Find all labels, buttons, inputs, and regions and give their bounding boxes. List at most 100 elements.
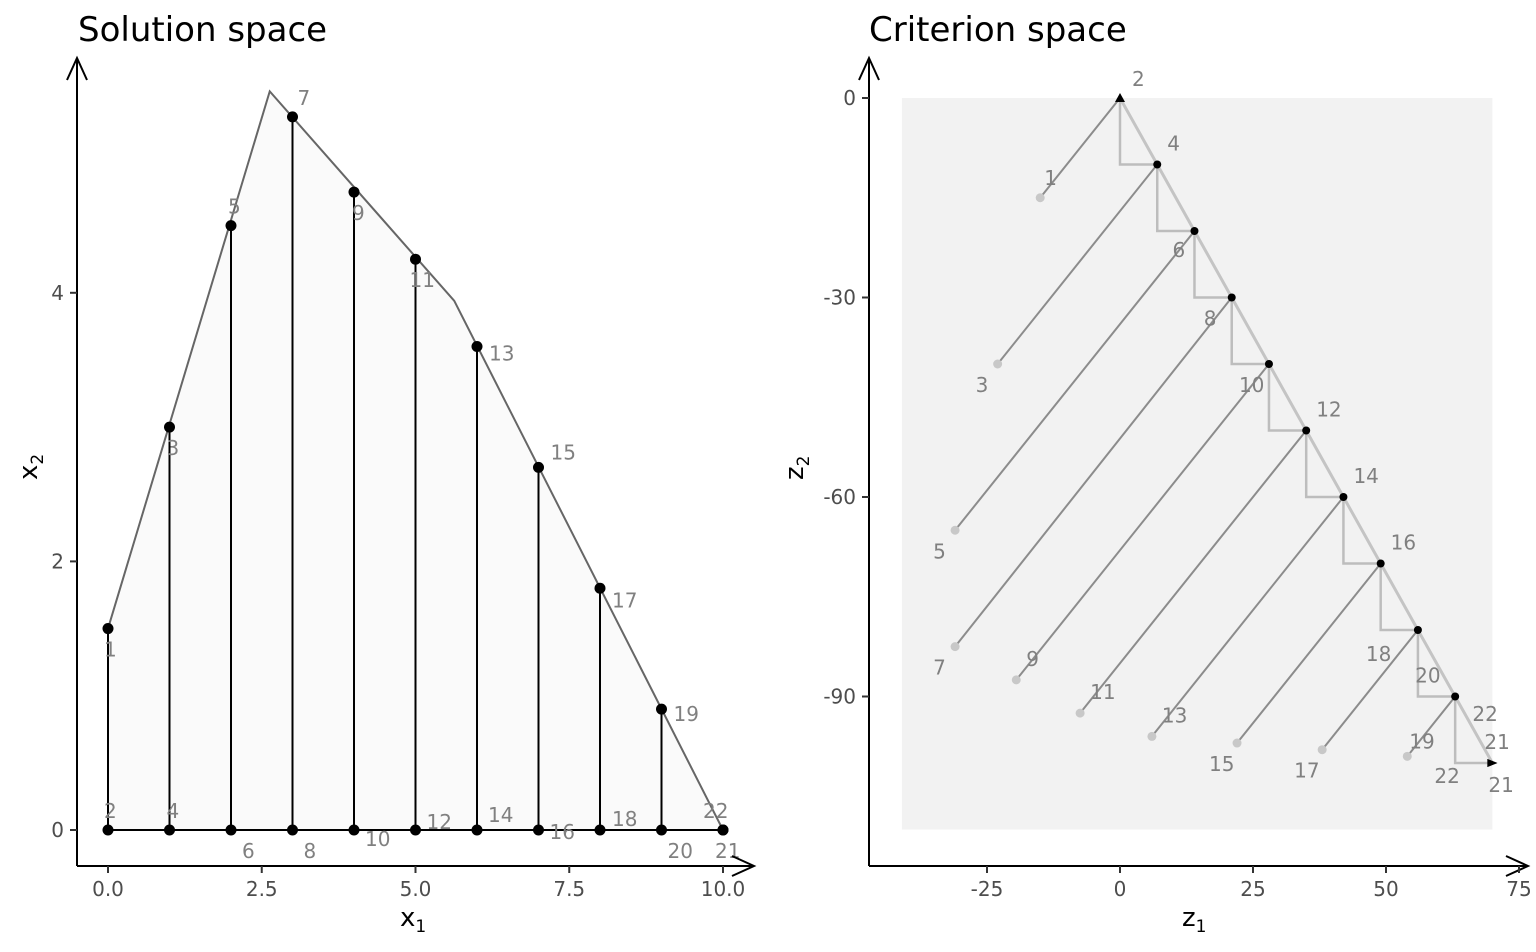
criterion-space-plot-area	[901, 93, 1498, 830]
solution-space-title: Solution space	[78, 10, 327, 50]
dominated-point-label: 1	[1044, 166, 1057, 190]
dominated-point	[993, 359, 1003, 369]
staircase-step	[1230, 297, 1269, 366]
criterion-space-y-label: z2	[780, 456, 814, 480]
frontier-point-label: 21	[1484, 730, 1509, 754]
dominance-connector	[1015, 363, 1270, 681]
dominated-point-label: 5	[933, 539, 946, 563]
criterion-space-title: Criterion space	[869, 10, 1127, 50]
solution-point	[533, 461, 544, 473]
staircase-step	[1379, 563, 1418, 632]
dominated-point-label: 9	[1026, 647, 1039, 671]
dominated-point-label: 17	[1294, 759, 1319, 783]
z1-tick-label: 75	[1506, 877, 1531, 901]
frontier-point	[1227, 293, 1236, 302]
x2-tick-label: 0	[51, 818, 64, 842]
dominated-point	[1035, 193, 1045, 203]
staircase-step	[1416, 630, 1456, 698]
solution-point	[471, 341, 483, 353]
x2-tick-label: 2	[51, 549, 64, 573]
solution-point-label: 11	[410, 268, 435, 292]
frontier-point-label: 12	[1316, 398, 1341, 422]
solution-point-label: 14	[488, 803, 513, 827]
solution-point-label: 5	[228, 195, 241, 219]
solution-point-label: 8	[304, 839, 317, 863]
x2-axis-arrowhead	[66, 55, 88, 81]
dominance-connector	[1039, 97, 1121, 199]
dominated-point-label: 7	[933, 656, 946, 680]
z2-tick-label: -60	[823, 485, 856, 509]
solution-point	[225, 220, 237, 232]
solution-point-label: 16	[550, 820, 575, 844]
x1-tick-label: 10.0	[701, 877, 746, 901]
solution-point	[717, 824, 729, 836]
dominated-point	[1402, 751, 1412, 761]
frontier-point-label: 4	[1167, 132, 1180, 156]
z1-tick-label: 50	[1373, 877, 1398, 901]
dominated-point	[1075, 708, 1085, 718]
frontier-point-label: 18	[1366, 642, 1391, 666]
staircase-step	[1193, 231, 1232, 299]
solution-point	[656, 824, 667, 836]
frontier-point	[1487, 759, 1498, 767]
dominance-connector	[954, 296, 1233, 648]
frontier-point	[1190, 227, 1199, 235]
solution-point-label: 9	[352, 201, 365, 225]
frontier-point-label: 22	[1434, 764, 1459, 788]
frontier-point	[1339, 493, 1348, 501]
solution-point-label: 2	[104, 799, 117, 823]
solution-point	[594, 824, 606, 836]
frontier-point-label: 8	[1204, 307, 1217, 331]
solution-point-label: 7	[298, 86, 311, 110]
solution-point	[164, 421, 175, 433]
solution-point-label: 12	[427, 810, 452, 834]
dominated-point-label: 13	[1162, 703, 1187, 727]
dominated-point	[1232, 738, 1242, 748]
criterion-space-x-label: z1	[1182, 903, 1206, 937]
solution-space-x-label: x1	[400, 903, 426, 937]
dominance-region-rect	[901, 98, 1493, 830]
solution-point-label: 13	[489, 342, 514, 366]
solution-point-label: 21	[715, 839, 740, 863]
solution-point	[164, 824, 175, 836]
solution-space-panel: Solution space 1234567891011121314151617…	[14, 10, 757, 937]
frontier-point-label: 21	[1488, 773, 1513, 797]
z1-tick-label: 25	[1240, 877, 1265, 901]
dominated-point	[1147, 731, 1157, 741]
frontier-point	[1115, 93, 1125, 102]
solution-point-label: 18	[612, 807, 637, 831]
frontier-point	[1264, 360, 1273, 368]
frontier-point-label: 2	[1132, 67, 1145, 91]
solution-point-label: 17	[612, 588, 637, 612]
dominance-connector	[954, 230, 1196, 531]
x1-axis-arrowhead	[731, 855, 757, 877]
frontier-point-label: 14	[1353, 464, 1378, 488]
solution-point-label: 4	[167, 799, 180, 823]
x2-tick-label: 4	[51, 281, 64, 305]
solution-point	[102, 623, 114, 635]
dominated-point-label: 11	[1090, 680, 1115, 704]
solution-point	[533, 824, 544, 836]
frontier-point-label: 10	[1239, 373, 1264, 397]
dominance-connector	[996, 163, 1159, 365]
solution-point-label: 19	[674, 702, 699, 726]
x1-tick-label: 0.0	[92, 877, 124, 901]
dominance-connector	[1151, 496, 1345, 738]
solution-space-plot-area	[102, 89, 729, 836]
solution-point	[225, 824, 237, 836]
solution-point	[348, 186, 360, 198]
solution-point	[102, 824, 114, 836]
frontier-point-label: 6	[1172, 238, 1185, 262]
dominance-connector	[1079, 429, 1307, 714]
solution-point	[410, 253, 421, 265]
x1-tick-label: 7.5	[553, 877, 585, 901]
frontier-point-label: 20	[1415, 664, 1440, 688]
z2-tick-label: 0	[843, 86, 856, 110]
solution-point	[656, 703, 667, 715]
dominated-point-label: 15	[1209, 752, 1234, 776]
solution-point	[348, 824, 360, 836]
solution-point-label: 6	[242, 839, 255, 863]
dominated-point-label: 3	[976, 373, 989, 397]
